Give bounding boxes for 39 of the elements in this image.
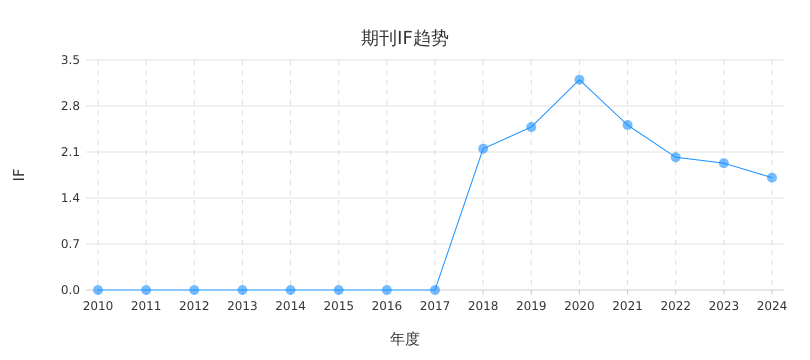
point (286, 285, 296, 295)
x-axis-title: 年度 (390, 330, 420, 348)
point (670, 152, 681, 162)
point (430, 285, 440, 295)
point (237, 285, 248, 295)
x-tick-label: 2016 (372, 299, 402, 313)
x-tick-label: 2012 (179, 299, 210, 313)
y-tick-label: 0.7 (60, 237, 80, 251)
point (93, 285, 103, 295)
point (478, 144, 488, 154)
x-tick-label: 2010 (82, 299, 114, 313)
point (189, 285, 200, 295)
y-tick-label: 0.0 (60, 283, 80, 297)
x-tick-label: 2013 (227, 299, 258, 313)
y-tick-label: 1.4 (60, 191, 80, 205)
chart-title: 期刊IF趋势 (361, 28, 449, 49)
point (622, 120, 633, 130)
x-tick-label: 2014 (275, 299, 306, 313)
x-tick-label: 2020 (564, 299, 595, 313)
point (382, 285, 392, 295)
y-axis-title: IF (10, 168, 28, 182)
x-tick-label: 2019 (516, 299, 547, 313)
x-tick-label: 2021 (612, 299, 643, 313)
x-tick-label: 2024 (756, 299, 788, 313)
x-tick-label: 2015 (323, 299, 354, 313)
point (767, 172, 777, 183)
point (574, 74, 584, 85)
y-tick-label: 3.5 (60, 53, 80, 67)
point (334, 285, 344, 295)
x-tick-label: 2018 (468, 299, 498, 313)
x-tick-label: 2011 (130, 299, 162, 313)
point (718, 158, 729, 168)
x-tick-label: 2022 (660, 299, 691, 313)
x-tick-label: 2023 (708, 299, 740, 313)
point (526, 122, 536, 132)
y-tick-label: 2.8 (60, 99, 80, 113)
y-tick-label: 2.1 (60, 145, 80, 159)
x-tick-label: 2017 (420, 299, 450, 313)
point (141, 285, 152, 295)
